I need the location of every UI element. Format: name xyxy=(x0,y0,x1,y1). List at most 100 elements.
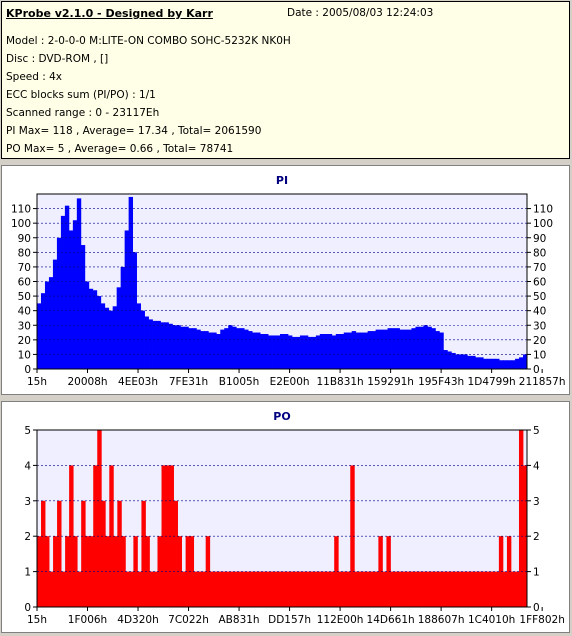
po-bar xyxy=(69,465,74,607)
po-bar xyxy=(213,571,219,607)
pi-bar xyxy=(220,329,225,370)
pi-bar xyxy=(391,328,396,369)
pi-bar xyxy=(120,266,126,369)
po-bar xyxy=(97,430,102,607)
po-bar xyxy=(125,571,130,607)
pi-bar xyxy=(451,352,456,369)
po-bar xyxy=(458,571,464,607)
po-bar xyxy=(237,571,243,607)
pi-bar xyxy=(48,277,54,370)
po-bar xyxy=(418,571,423,607)
pi-bar xyxy=(443,350,448,369)
pi-bar xyxy=(60,215,66,370)
pi-bar xyxy=(204,331,209,369)
po-bar xyxy=(346,571,351,607)
pi-bar xyxy=(327,334,333,369)
po-bar xyxy=(330,571,335,607)
po-bar xyxy=(117,500,122,607)
po-bar xyxy=(318,571,323,607)
pi-bar xyxy=(260,334,265,369)
x-tick-label: AB831h xyxy=(219,614,260,626)
po-bar xyxy=(390,571,395,607)
pi-bar xyxy=(64,205,70,369)
po-bar xyxy=(145,536,150,607)
po-bar xyxy=(306,571,311,607)
pi-bar xyxy=(232,326,237,369)
x-tick-label: 20008h xyxy=(67,376,107,388)
po-chart: PO 0 0 1 1 2 2 3 3 4 4 5 5 15h 1F006h 4D320h 7C022h AB831… xyxy=(24,410,565,626)
plot-frame xyxy=(36,193,528,370)
pi-bar xyxy=(347,332,353,369)
po-bar xyxy=(334,536,339,607)
pi-bar xyxy=(180,326,185,369)
x-tick-label: 11B831h xyxy=(316,376,363,388)
po-bar xyxy=(358,571,363,607)
pi-bar xyxy=(240,328,245,369)
po-bar xyxy=(205,536,211,607)
pi-bar xyxy=(252,332,257,369)
pi-bar xyxy=(52,259,58,370)
x-tick-label: 15h xyxy=(27,614,47,626)
pi-bar xyxy=(280,334,285,369)
pi-bar xyxy=(455,354,460,369)
pi-bar xyxy=(403,329,408,370)
po-bar xyxy=(354,571,359,607)
model-line: Model : 2-0-0-0 M:LITE-ON COMBO SOHC-523… xyxy=(6,35,291,47)
y-tick-label: 0 xyxy=(24,364,31,376)
pi-bar xyxy=(291,336,297,369)
speed-line: Speed : 4x xyxy=(6,71,63,83)
po-bar xyxy=(165,465,170,607)
pi-bar xyxy=(188,328,193,369)
po-bar xyxy=(261,571,267,607)
po-bar xyxy=(322,571,327,607)
po-bar xyxy=(169,465,174,607)
pi-bar xyxy=(379,329,384,370)
y-tick-label-right: 30 xyxy=(533,320,546,332)
po-bar xyxy=(249,571,255,607)
x-tick-label: 4D320h xyxy=(117,614,158,626)
pi-bar xyxy=(212,332,217,369)
po-bar xyxy=(430,571,436,607)
pi-bar xyxy=(383,329,388,370)
po-bar xyxy=(362,571,367,607)
pi-bar xyxy=(236,328,241,369)
pi-bar xyxy=(395,328,400,369)
pi-chart: PI 0 0 10 10 20 20 30 30 40 40 50 50 60 60 70 70 80 80 90 90… xyxy=(11,174,566,388)
y-tick-label: 0 xyxy=(24,602,31,614)
po-bar xyxy=(233,571,239,607)
pi-bar xyxy=(256,332,261,369)
y-tick-label-right: 70 xyxy=(533,262,546,274)
po-bar xyxy=(113,536,118,607)
y-tick-label-right: 40 xyxy=(533,306,546,318)
pi-bar xyxy=(475,357,480,369)
series-group xyxy=(37,430,528,607)
pi-bar xyxy=(359,332,365,369)
y-tick-label-right: 60 xyxy=(533,277,546,289)
y-tick-label-right: 3 xyxy=(533,496,540,508)
po-bar xyxy=(302,571,307,607)
x-tick-label: E2E00h xyxy=(270,376,310,388)
po-bar xyxy=(342,571,347,607)
info-panel: KProbe v2.1.0 - Designed by Karr Date : … xyxy=(1,1,570,159)
pi-bar xyxy=(276,335,281,369)
po-bar xyxy=(73,536,78,607)
po-bar xyxy=(374,571,379,607)
pi-bar xyxy=(439,332,444,369)
po-bar xyxy=(442,571,448,607)
po-bar xyxy=(486,571,492,607)
pi-bar xyxy=(156,320,161,370)
x-tick-label: 1D4799h xyxy=(468,376,516,388)
x-tick-label: 15h xyxy=(27,376,47,388)
po-bar xyxy=(101,500,106,607)
pi-bar xyxy=(371,331,377,369)
pi-bar xyxy=(367,331,373,369)
pi-bar xyxy=(343,332,349,369)
pi-bar xyxy=(44,281,50,369)
po-bar xyxy=(502,571,508,607)
po-stats-line: PO Max= 5 , Average= 0.66 , Total= 78741 xyxy=(6,143,234,155)
y-tick-label-right: 5 xyxy=(533,425,540,437)
y-tick-label-right: 10 xyxy=(533,349,546,361)
ecc-line: ECC blocks sum (PI/PO) : 1/1 xyxy=(6,89,156,101)
pi-bar xyxy=(244,329,249,370)
po-bar xyxy=(282,571,287,607)
